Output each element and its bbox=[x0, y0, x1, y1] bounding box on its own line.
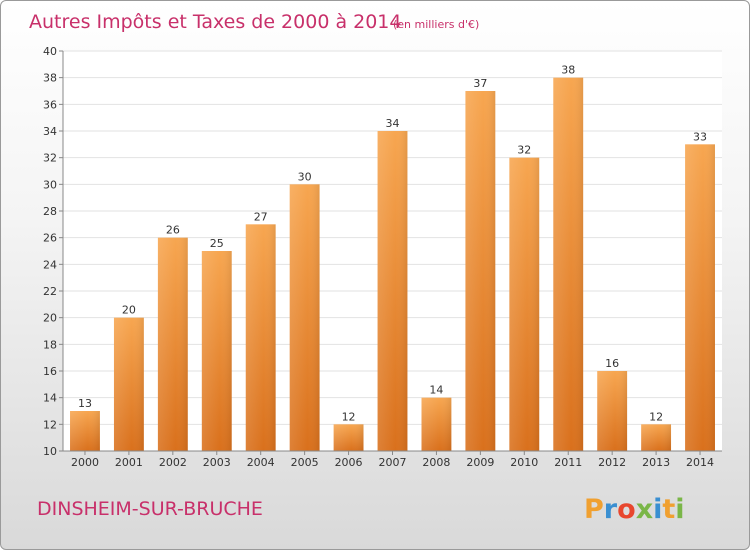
bar-value-label: 25 bbox=[210, 237, 224, 250]
bar-value-label: 12 bbox=[342, 410, 356, 423]
logo-letter: i bbox=[675, 494, 684, 525]
bar-value-label: 16 bbox=[605, 357, 619, 370]
logo-letter: x bbox=[636, 494, 653, 525]
bar-highlight bbox=[421, 397, 452, 451]
bar-highlight bbox=[377, 131, 408, 451]
bar-value-label: 14 bbox=[429, 384, 443, 397]
y-tick-label: 16 bbox=[43, 365, 57, 378]
y-axis: 10 12 14 16 18 20 22 24 26 28 30 32 34 36 38 40 bbox=[43, 45, 64, 458]
bars: 13 20 26 25 27 30 12 34 14 37 32 38 16 12 33 bbox=[70, 64, 715, 452]
x-tick-label: 2009 bbox=[466, 456, 494, 469]
bar-highlight bbox=[157, 237, 188, 451]
chart-title: Autres Impôts et Taxes de 2000 à 2014 bbox=[29, 11, 402, 33]
x-tick-label: 2006 bbox=[335, 456, 363, 469]
x-tick-label: 2001 bbox=[115, 456, 143, 469]
x-tick-label: 2012 bbox=[598, 456, 626, 469]
bar-value-label: 26 bbox=[166, 224, 180, 237]
bar-highlight bbox=[509, 157, 540, 451]
bar-highlight bbox=[553, 77, 584, 452]
bar-highlight bbox=[70, 411, 100, 451]
y-tick-label: 38 bbox=[43, 72, 57, 85]
x-tick-label: 2002 bbox=[159, 456, 187, 469]
x-tick-label: 2005 bbox=[291, 456, 319, 469]
x-axis: 2000 2001 2002 2003 2004 2005 2006 2007 2008 2009… bbox=[63, 450, 722, 469]
x-tick-label: 2003 bbox=[203, 456, 231, 469]
y-tick-label: 32 bbox=[43, 152, 57, 165]
y-tick-label: 36 bbox=[43, 98, 57, 111]
logo-letter: o bbox=[617, 494, 636, 525]
bar-highlight bbox=[641, 424, 672, 451]
bar-value-label: 34 bbox=[386, 117, 400, 130]
bar-value-label: 20 bbox=[122, 304, 136, 317]
x-tick-label: 2008 bbox=[422, 456, 450, 469]
logo-letter: P bbox=[584, 494, 604, 525]
bar-highlight bbox=[289, 184, 320, 452]
chart-subtitle: (en milliers d'€) bbox=[393, 18, 479, 31]
bar-highlight bbox=[685, 144, 715, 452]
bar-highlight bbox=[597, 371, 628, 451]
x-tick-label: 2013 bbox=[642, 456, 670, 469]
bar-highlight bbox=[201, 251, 232, 451]
y-tick-label: 12 bbox=[43, 418, 57, 431]
bar-value-label: 38 bbox=[561, 64, 575, 77]
x-tick-label: 2011 bbox=[554, 456, 582, 469]
y-tick-label: 28 bbox=[43, 205, 57, 218]
bar-highlight bbox=[465, 91, 496, 451]
x-tick-label: 2007 bbox=[379, 456, 407, 469]
bar-highlight bbox=[113, 317, 144, 451]
x-tick-label: 2000 bbox=[71, 456, 99, 469]
y-tick-label: 14 bbox=[43, 392, 57, 405]
bar-value-label: 37 bbox=[473, 77, 487, 90]
logo-letter: i bbox=[653, 494, 662, 525]
y-tick-label: 20 bbox=[43, 312, 57, 325]
x-tick-label: 2014 bbox=[686, 456, 714, 469]
y-tick-label: 24 bbox=[43, 258, 57, 271]
x-tick-label: 2004 bbox=[247, 456, 275, 469]
x-tick-label: 2010 bbox=[510, 456, 538, 469]
y-tick-label: 26 bbox=[43, 232, 57, 245]
y-tick-label: 18 bbox=[43, 338, 57, 351]
proxiti-logo: Proxiti bbox=[584, 494, 685, 525]
bar-value-label: 13 bbox=[78, 397, 92, 410]
bar-highlight bbox=[333, 424, 364, 451]
bar-value-label: 32 bbox=[517, 144, 531, 157]
y-tick-label: 34 bbox=[43, 125, 57, 138]
commune-name: DINSHEIM-SUR-BRUCHE bbox=[37, 498, 263, 520]
bar-value-label: 33 bbox=[693, 130, 707, 143]
y-tick-label: 40 bbox=[43, 45, 57, 58]
bar-value-label: 27 bbox=[254, 210, 268, 223]
y-tick-label: 10 bbox=[43, 445, 57, 458]
proxiti-logo-text: Proxiti bbox=[584, 494, 685, 525]
bar-value-label: 30 bbox=[298, 170, 312, 183]
y-tick-label: 30 bbox=[43, 178, 57, 191]
logo-letter: t bbox=[662, 494, 675, 525]
y-tick-label: 22 bbox=[43, 285, 57, 298]
bar-highlight bbox=[245, 224, 276, 451]
bar-value-label: 12 bbox=[649, 410, 663, 423]
logo-letter: r bbox=[604, 494, 618, 525]
